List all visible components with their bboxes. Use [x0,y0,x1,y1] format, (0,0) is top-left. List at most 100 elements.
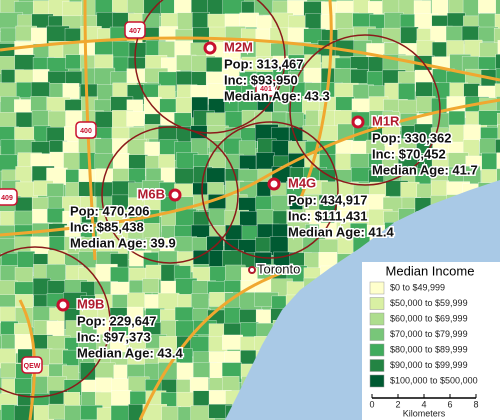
marker-code: M4G [288,175,316,190]
map-tract [145,167,164,183]
map-tract [0,154,18,172]
legend-label: $100,000 to $500,000 [390,375,478,385]
map-tract [496,168,500,189]
map-tract [350,69,369,84]
map-tract [30,81,50,98]
map-tract [493,28,500,48]
legend-label: $70,000 to $79,999 [390,329,468,339]
map-tract [497,40,500,56]
marker-inc: Inc: $85,438 [70,219,144,234]
marker-inc: Inc: $70,452 [372,146,446,161]
map-tract [302,125,321,141]
map-tract [207,13,227,29]
map-tract [239,12,259,28]
map-tract [191,293,209,312]
marker-code: M1R [372,113,400,128]
map-tract [129,391,149,407]
marker-age: Median Age: 41.7 [372,162,478,177]
marker-inc: Inc: $97,373 [77,329,151,344]
legend-swatch [369,297,385,310]
scale-unit: Kilometers [403,408,446,418]
map-tract [497,124,500,141]
map-tract [478,0,497,14]
legend-label: $90,000 to $99,999 [390,360,468,370]
map-tract [431,180,450,197]
map-tract [80,362,97,381]
map-tract [62,210,81,226]
map-tract [142,278,160,293]
map-tract [95,377,113,393]
map-tract [497,112,500,130]
map-tract [222,334,243,350]
map-tract [30,96,49,112]
map-tract [238,140,256,156]
map-tract [353,0,370,14]
map-tract [79,306,98,323]
map-tract [337,237,356,255]
map-tract [48,403,66,420]
legend-swatch [369,374,385,388]
scale-tick-label: 4 [421,399,426,409]
map-tract [127,292,145,308]
marker [203,41,217,55]
legend-label: $60,000 to $69,999 [390,313,468,323]
marker-pop: Pop: 330,362 [372,130,452,145]
legend-swatch [369,328,385,341]
map-tract [496,152,500,172]
legend-swatch [369,343,385,357]
place-label: Toronto [257,261,300,276]
marker-age: Median Age: 41.4 [288,224,394,239]
marker-code: M9B [77,296,104,311]
map-tract [46,183,64,199]
map-tract [208,208,226,226]
shield-label: 409 [1,195,13,202]
map-tract [494,13,500,30]
map-tract [447,12,466,28]
map-tract [126,111,145,127]
scale-tick-label: 2 [395,399,400,409]
map-tract [145,264,163,280]
shield [255,79,277,97]
legend-swatch [369,359,385,372]
shield-label: 400 [80,128,92,135]
legend-label: $80,000 to $89,999 [390,344,468,354]
marker-pop: Pop: 229,647 [77,313,157,328]
map-tract [62,83,80,99]
map-tract [79,152,96,172]
radius-ring [134,0,286,134]
scale-tick-label: 0 [369,399,374,409]
shield [21,356,43,374]
map-tract [158,41,177,58]
map-tract [495,0,500,21]
shield-label: QEW [24,363,41,370]
map-tract [478,110,500,126]
legend: Median Income $0 to $49,999 $50,000 to $5… [362,262,500,420]
map-tract [445,25,464,43]
map-tract [47,110,69,128]
radius-ring [101,126,239,264]
legend-swatch [369,312,385,326]
marker [267,177,281,191]
marker-pop: Pop: 313,467 [224,56,304,71]
legend-label: $0 to $49,999 [390,282,445,292]
shield-label: 407 [129,28,141,35]
marker-pop: Pop: 434,917 [288,192,368,207]
radius-ring [289,34,441,186]
legend-label: $50,000 to $59,999 [390,298,468,308]
map-tract [225,224,243,241]
radius-ring [0,246,111,398]
shields: 407 400 409 401 QEW [0,21,277,374]
shield [0,188,18,206]
map-tract [64,405,83,420]
shield [124,21,146,39]
map-tract [223,137,242,157]
marker-inc: Inc: $111,431 [288,208,368,223]
map-tract [494,83,500,103]
marker [56,298,70,312]
map-tract [367,194,385,212]
marker-age: Median Age: 43.3 [224,88,330,103]
legend-title: Median Income [386,263,475,278]
